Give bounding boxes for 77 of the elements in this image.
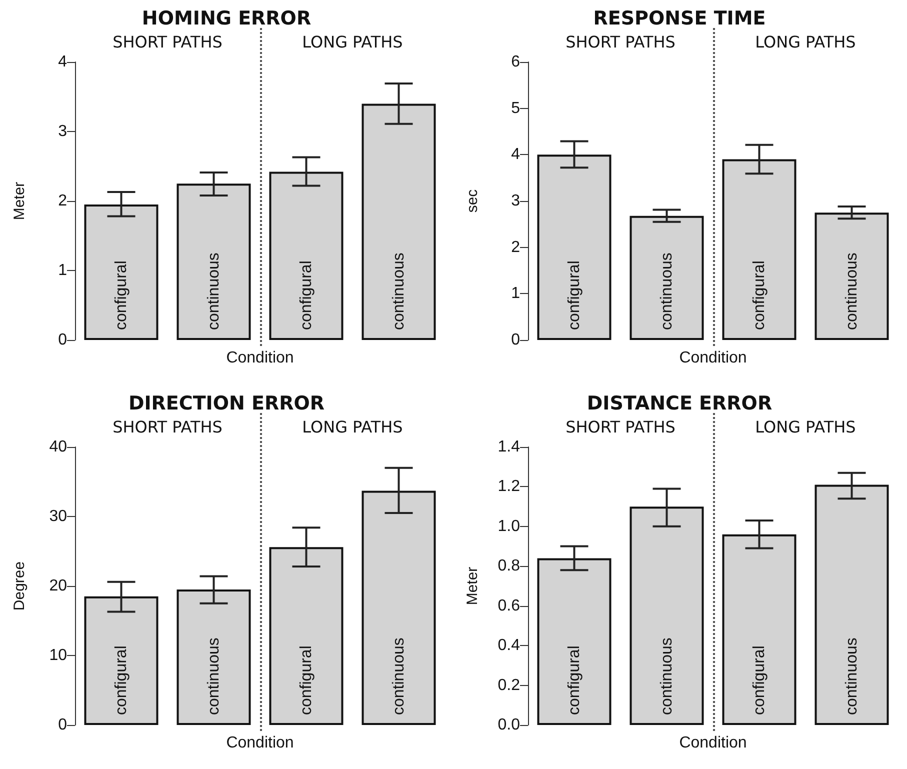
x-tick-label: continuous: [843, 252, 860, 330]
text: SHORT PATHS: [112, 418, 222, 436]
text: LONG PATHS: [302, 418, 403, 436]
y-axis-title: Meter: [464, 566, 481, 606]
y-tick-label: 0.8: [498, 558, 520, 575]
y-tick-label: 4: [511, 146, 520, 164]
bar: [84, 596, 158, 725]
x-tick-label: configural: [566, 260, 583, 330]
y-tick-label: 1: [58, 262, 68, 279]
x-tick-label: continuous: [390, 252, 408, 330]
y-tick-label: 3: [58, 123, 68, 140]
text: LONG PATHS: [755, 32, 856, 52]
x-tick-label: configural: [298, 646, 315, 715]
x-tick-label: configural: [566, 646, 583, 715]
x-axis-title: Condition: [679, 734, 747, 752]
text: LONG PATHS: [755, 418, 856, 436]
bar: [814, 212, 889, 340]
bar: [722, 159, 796, 340]
bar: [537, 154, 612, 340]
bar: [269, 172, 344, 340]
bar: [630, 506, 704, 725]
chart-title: RESPONSE TIME: [593, 8, 766, 30]
y-tick-label: 2: [58, 192, 68, 210]
y-tick-label: 1: [511, 285, 520, 302]
x-tick-label: continuous: [658, 638, 676, 715]
y-axis-title: sec: [464, 188, 481, 213]
chart-title: DISTANCE ERROR: [586, 392, 772, 414]
y-axis-title: Meter: [11, 182, 28, 220]
bar: [176, 184, 251, 340]
text: SHORT PATHS: [112, 32, 222, 52]
y-tick-label: 20: [49, 578, 68, 594]
y-tick-label: 0.6: [498, 597, 520, 614]
y-tick-label: 1.0: [498, 518, 520, 535]
x-tick-label: continuous: [390, 638, 408, 715]
x-tick-label: configural: [112, 646, 130, 715]
bar: [722, 534, 796, 725]
y-tick-label: 30: [49, 508, 68, 525]
x-tick-label: continuous: [205, 252, 222, 330]
text: SHORT PATHS: [566, 418, 676, 436]
x-tick-label: continuous: [843, 638, 860, 715]
x-tick-label: continuous: [658, 252, 676, 330]
y-axis-title: Degree: [11, 561, 28, 611]
y-tick-label: 40: [49, 438, 68, 456]
text: LONG PATHS: [302, 32, 403, 52]
y-tick-label: 0.2: [498, 676, 520, 694]
bar: [537, 558, 612, 725]
y-tick-label: 0.0: [498, 716, 520, 734]
bar: [269, 547, 344, 725]
x-axis-title: Condition: [226, 734, 294, 752]
x-tick-label: configural: [112, 260, 130, 330]
x-tick-label: configural: [750, 260, 768, 330]
chart-title: HOMING ERROR: [142, 8, 312, 30]
y-tick-label: 4: [58, 54, 68, 70]
bar: [176, 589, 251, 725]
chart-title: DIRECTION ERROR: [128, 392, 325, 414]
bar: [362, 490, 436, 725]
y-tick-label: 0: [511, 332, 520, 348]
y-tick-label: 10: [49, 647, 68, 664]
y-tick-label: 1.2: [498, 478, 520, 496]
bar: [814, 484, 889, 725]
y-tick-label: 5: [511, 100, 520, 117]
text: SHORT PATHS: [566, 32, 676, 52]
y-tick-label: 2: [511, 238, 520, 256]
x-tick-label: configural: [298, 260, 315, 330]
y-tick-label: 0.4: [498, 637, 520, 654]
x-tick-label: configural: [750, 646, 768, 715]
y-tick-label: 3: [511, 192, 520, 210]
x-axis-title: Condition: [226, 350, 294, 366]
bar: [84, 204, 158, 340]
bar: [362, 104, 436, 340]
y-tick-label: 0: [58, 716, 68, 734]
y-tick-label: 6: [511, 54, 520, 70]
y-tick-label: 1.4: [498, 438, 520, 456]
x-tick-label: continuous: [205, 638, 222, 715]
x-axis-title: Condition: [679, 350, 747, 366]
bar: [630, 216, 704, 340]
y-tick-label: 0: [58, 332, 68, 348]
